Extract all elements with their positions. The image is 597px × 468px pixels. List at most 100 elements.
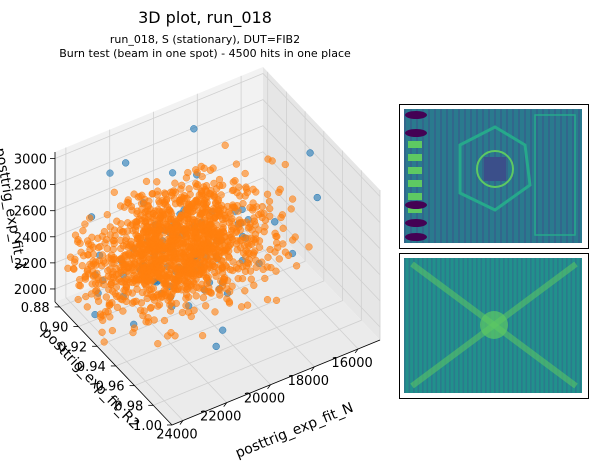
data-point-series-2 (137, 211, 145, 220)
data-point-series-2 (128, 263, 137, 271)
grid-line-n (65, 147, 184, 421)
layout-stripe (404, 109, 406, 243)
data-point-series-2 (261, 274, 269, 283)
data-point-series-2 (174, 234, 183, 242)
beam-hotspot (480, 311, 508, 339)
layout-stripe (566, 109, 568, 243)
r2-tick-label: 0.92 (58, 340, 87, 355)
data-point-series-2 (243, 259, 252, 267)
data-point-series-2 (138, 288, 147, 297)
data-point-series-2 (210, 192, 218, 200)
layout-pad (408, 154, 422, 161)
layout-stripe (476, 109, 478, 243)
n-tick-label: 18000 (288, 374, 329, 389)
data-point-series-2 (106, 313, 114, 321)
layout-stripe (512, 109, 514, 243)
data-point-series-2 (78, 262, 86, 270)
data-point-series-2 (261, 216, 270, 224)
data-point-series-2 (215, 211, 223, 220)
data-point-series-2 (81, 272, 89, 280)
data-point-series-2 (221, 141, 229, 149)
data-point-series-2 (234, 207, 242, 215)
beam-burn-map-image (399, 253, 589, 399)
data-point-series-2 (219, 224, 227, 232)
data-point-series-2 (198, 331, 207, 340)
layout-stripe (572, 109, 574, 243)
data-point-series-2 (186, 221, 194, 229)
data-point-series-2 (146, 218, 154, 226)
data-point-series-2 (189, 229, 198, 237)
data-point-series-2 (96, 242, 104, 251)
data-point-series-2 (136, 256, 144, 265)
data-point-series-2 (251, 238, 259, 246)
data-point-series-2 (276, 185, 284, 193)
layout-stripe (548, 109, 550, 243)
data-point-series-2 (184, 168, 192, 177)
data-point-series-2 (156, 247, 165, 255)
layout-octagon (458, 125, 532, 212)
data-point-series-2 (146, 304, 155, 312)
data-point-series-2 (214, 231, 222, 240)
data-point-series-2 (142, 232, 151, 241)
data-point-series-2 (200, 199, 208, 207)
data-point-series-2 (241, 267, 250, 276)
layout-stripe (410, 109, 412, 243)
back-pane-yz (263, 67, 380, 340)
layout-stripe (452, 109, 454, 243)
r2-tick-label: 0.88 (21, 301, 50, 316)
data-point-series-2 (145, 266, 153, 274)
data-point-series-2 (272, 296, 281, 305)
data-point-series-2 (123, 227, 132, 235)
data-point-series-2 (142, 318, 150, 326)
data-point-series-2 (167, 225, 175, 233)
data-point-series-2 (137, 240, 145, 248)
data-point-series-2 (264, 155, 272, 163)
layout-pad (408, 206, 422, 213)
n-tick (179, 420, 184, 425)
beam-stripe (566, 258, 568, 393)
data-point-series-2 (258, 258, 266, 266)
data-point-series-2 (201, 208, 209, 216)
data-point-series-2 (108, 326, 117, 335)
data-point-series-2 (79, 252, 88, 260)
grid-line-lambda (54, 73, 381, 197)
n-tick-label: 16000 (331, 356, 372, 371)
lambda-tick-label: 2600 (14, 205, 47, 220)
n-tick (310, 366, 315, 372)
data-point-series-2 (200, 263, 208, 271)
data-point-series-2 (292, 262, 301, 270)
data-point-series-2 (128, 289, 136, 297)
grid-line-r2 (134, 150, 344, 386)
data-point-series-2 (117, 266, 125, 275)
beam-stripe (512, 258, 514, 393)
data-point-series-2 (198, 172, 206, 181)
layout-dark-pad (405, 233, 427, 241)
data-point-series-2 (198, 189, 206, 197)
beam-stripe (408, 258, 411, 393)
data-point-series-2 (243, 301, 252, 309)
data-point-series-2 (110, 239, 118, 248)
data-point-series-2 (119, 307, 127, 315)
data-point-series-2 (235, 216, 243, 224)
data-point-series-2 (119, 259, 127, 267)
r2-axis-line (54, 301, 173, 426)
data-point-series-2 (169, 242, 177, 250)
data-point-series-2 (199, 294, 208, 302)
data-point-series-2 (210, 243, 218, 251)
data-point-series-2 (228, 226, 236, 235)
data-point-series-2 (233, 246, 241, 254)
data-point-series-2 (252, 256, 260, 264)
data-point-series-2 (192, 292, 200, 300)
data-point-series-1 (168, 169, 177, 177)
data-point-series-2 (166, 307, 175, 315)
data-point-series-2 (187, 202, 196, 210)
beam-stripe (435, 258, 438, 393)
data-point-series-2 (137, 299, 146, 307)
data-point-series-1-outlier (306, 149, 314, 157)
layout-stripe (446, 109, 448, 243)
data-point-series-2 (187, 237, 195, 246)
layout-stripe (524, 109, 526, 243)
data-point-series-2 (224, 208, 233, 216)
data-point-series-2 (232, 160, 241, 168)
